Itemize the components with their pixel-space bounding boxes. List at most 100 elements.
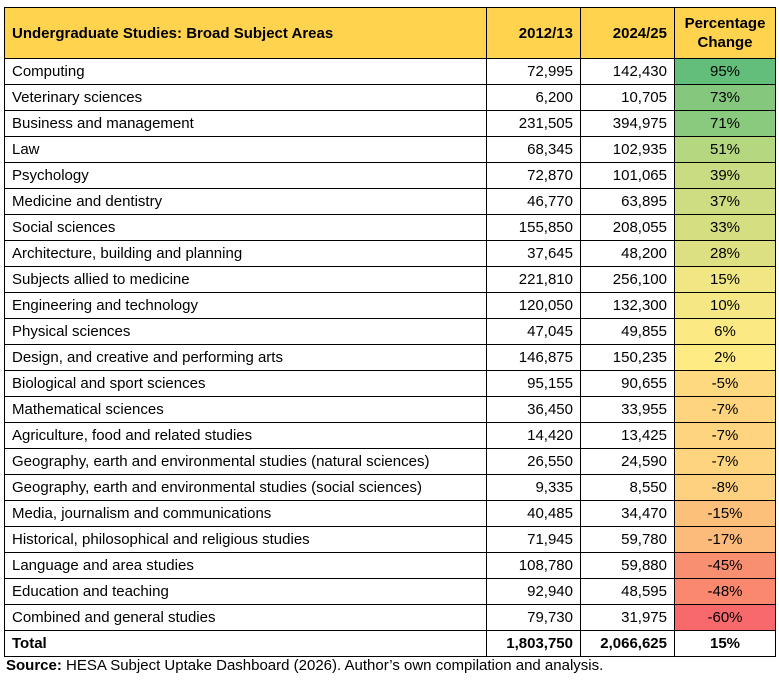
- value-2012-13: 231,505: [486, 110, 581, 137]
- percentage-change: -15%: [674, 500, 776, 527]
- value-2012-13: 37,645: [486, 240, 581, 267]
- value-2012-13: 71,945: [486, 526, 581, 553]
- value-2024-25: 256,100: [580, 266, 675, 293]
- source-label: Source:: [6, 657, 62, 674]
- table-row: Architecture, building and planning 37,64…: [4, 240, 776, 267]
- subject-cell: Agriculture, food and related studies: [4, 422, 487, 449]
- value-2012-13: 68,345: [486, 136, 581, 163]
- percentage-change: 28%: [674, 240, 776, 267]
- table-row: Design, and creative and performing arts…: [4, 344, 776, 371]
- table-row: Law 68,345 102,935 51%: [4, 136, 776, 163]
- subject-cell: Engineering and technology: [4, 292, 487, 319]
- percentage-change: -7%: [674, 396, 776, 423]
- subject-cell: Language and area studies: [4, 552, 487, 579]
- value-2024-25: 59,780: [580, 526, 675, 553]
- percentage-change: 51%: [674, 136, 776, 163]
- value-2024-25: 63,895: [580, 188, 675, 215]
- value-2024-25: 101,065: [580, 162, 675, 189]
- value-2024-25: 13,425: [580, 422, 675, 449]
- subject-cell: Design, and creative and performing arts: [4, 344, 487, 371]
- subject-cell: Business and management: [4, 110, 487, 137]
- header-2012-13: 2012/13: [486, 7, 581, 59]
- value-2024-25: 150,235: [580, 344, 675, 371]
- value-2012-13: 120,050: [486, 292, 581, 319]
- total-label: Total: [4, 630, 487, 657]
- value-2024-25: 10,705: [580, 84, 675, 111]
- total-percentage-change: 15%: [674, 630, 776, 657]
- table-row: Biological and sport sciences 95,155 90,65…: [4, 370, 776, 397]
- percentage-change: 37%: [674, 188, 776, 215]
- table-row: Media, journalism and communications 40,4…: [4, 500, 776, 527]
- value-2012-13: 6,200: [486, 84, 581, 111]
- value-2012-13: 9,335: [486, 474, 581, 501]
- value-2012-13: 14,420: [486, 422, 581, 449]
- percentage-change: 15%: [674, 266, 776, 293]
- value-2012-13: 79,730: [486, 604, 581, 631]
- subject-cell: Veterinary sciences: [4, 84, 487, 111]
- value-2012-13: 108,780: [486, 552, 581, 579]
- table-row: Education and teaching 92,940 48,595 -48%: [4, 578, 776, 605]
- value-2012-13: 36,450: [486, 396, 581, 423]
- value-2024-25: 59,880: [580, 552, 675, 579]
- value-2024-25: 102,935: [580, 136, 675, 163]
- table-row: Geography, earth and environmental studi…: [4, 474, 776, 501]
- value-2024-25: 48,595: [580, 578, 675, 605]
- percentage-change: 39%: [674, 162, 776, 189]
- value-2024-25: 49,855: [580, 318, 675, 345]
- value-2024-25: 24,590: [580, 448, 675, 475]
- table-row: Mathematical sciences 36,450 33,955 -7%: [4, 396, 776, 423]
- value-2012-13: 146,875: [486, 344, 581, 371]
- subject-cell: Computing: [4, 58, 487, 85]
- subject-cell: Medicine and dentistry: [4, 188, 487, 215]
- percentage-change: 2%: [674, 344, 776, 371]
- value-2012-13: 221,810: [486, 266, 581, 293]
- value-2012-13: 155,850: [486, 214, 581, 241]
- percentage-change: -8%: [674, 474, 776, 501]
- source-text: HESA Subject Uptake Dashboard (2026). Au…: [61, 657, 604, 674]
- subject-cell: Geography, earth and environmental studi…: [4, 474, 487, 501]
- table-row: Language and area studies 108,780 59,880 -4…: [4, 552, 776, 579]
- table-row: Agriculture, food and related studies 14,…: [4, 422, 776, 449]
- value-2024-25: 33,955: [580, 396, 675, 423]
- value-2024-25: 90,655: [580, 370, 675, 397]
- source-note: Source: HESA Subject Uptake Dashboard (2…: [6, 657, 603, 674]
- value-2012-13: 95,155: [486, 370, 581, 397]
- value-2024-25: 8,550: [580, 474, 675, 501]
- total-row: Total 1,803,750 2,066,625 15%: [4, 630, 776, 657]
- subject-cell: Mathematical sciences: [4, 396, 487, 423]
- value-2024-25: 142,430: [580, 58, 675, 85]
- value-2012-13: 92,940: [486, 578, 581, 605]
- value-2012-13: 72,870: [486, 162, 581, 189]
- value-2012-13: 46,770: [486, 188, 581, 215]
- value-2024-25: 31,975: [580, 604, 675, 631]
- header-2024-25: 2024/25: [580, 7, 675, 59]
- percentage-change: 10%: [674, 292, 776, 319]
- subject-cell: Biological and sport sciences: [4, 370, 487, 397]
- subject-cell: Subjects allied to medicine: [4, 266, 487, 293]
- percentage-change: -17%: [674, 526, 776, 553]
- value-2012-13: 47,045: [486, 318, 581, 345]
- percentage-change: -48%: [674, 578, 776, 605]
- subject-cell: Geography, earth and environmental studi…: [4, 448, 487, 475]
- total-2024-25: 2,066,625: [580, 630, 675, 657]
- table-row: Business and management 231,505 394,975 71%: [4, 110, 776, 137]
- value-2012-13: 26,550: [486, 448, 581, 475]
- subject-cell: Combined and general studies: [4, 604, 487, 631]
- table-row: Physical sciences 47,045 49,855 6%: [4, 318, 776, 345]
- subject-cell: Architecture, building and planning: [4, 240, 487, 267]
- table-row: Engineering and technology 120,050 132,300…: [4, 292, 776, 319]
- subject-cell: Historical, philosophical and religious …: [4, 526, 487, 553]
- percentage-change: -60%: [674, 604, 776, 631]
- table-row: Subjects allied to medicine 221,810 256,10…: [4, 266, 776, 293]
- percentage-change: -7%: [674, 422, 776, 449]
- value-2024-25: 394,975: [580, 110, 675, 137]
- percentage-change: 73%: [674, 84, 776, 111]
- subject-cell: Law: [4, 136, 487, 163]
- table-row: Combined and general studies 79,730 31,975…: [4, 604, 776, 631]
- percentage-change: 6%: [674, 318, 776, 345]
- total-2012-13: 1,803,750: [486, 630, 581, 657]
- subject-uptake-table: Undergraduate Studies: Broad Subject Are…: [4, 7, 776, 657]
- header-percentage-change: Percentage Change: [674, 7, 776, 59]
- subject-cell: Physical sciences: [4, 318, 487, 345]
- table-row: Geography, earth and environmental studi…: [4, 448, 776, 475]
